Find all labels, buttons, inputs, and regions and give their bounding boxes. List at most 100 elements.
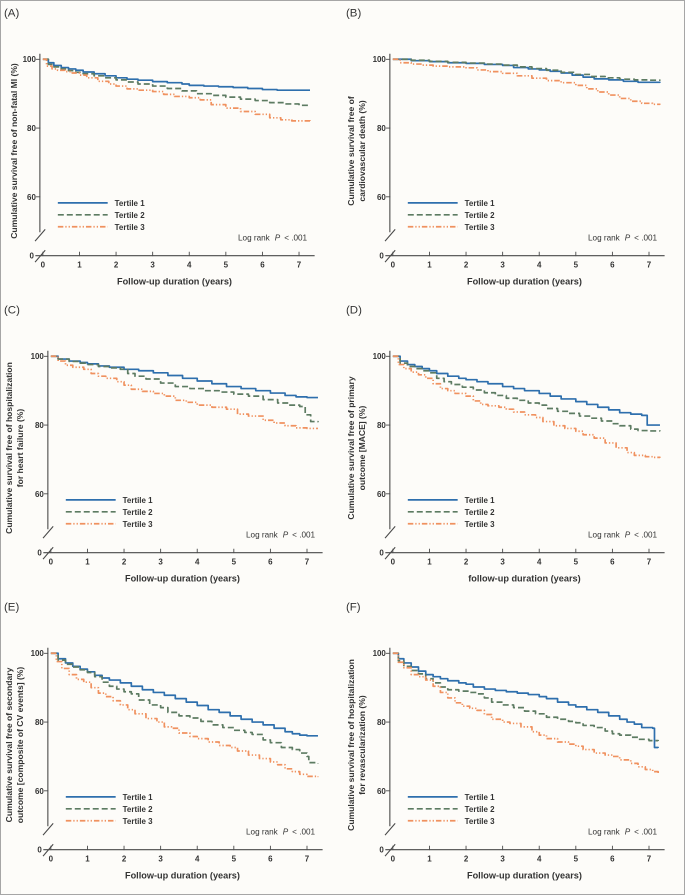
plot-area: 100 80 60 0 0 1 2 3 4 5 6 7 Follow-up du… — [31, 647, 323, 881]
x-axis-title: Follow-up duration (years) — [117, 277, 232, 287]
x-tick-2: 2 — [463, 261, 468, 270]
x-tick-0: 0 — [49, 855, 54, 864]
y-tick-0: 0 — [37, 846, 42, 855]
legend-label-tertile-1: Tertile 1 — [123, 496, 154, 505]
tertile-2-curve — [392, 58, 661, 82]
legend-label-tertile-2: Tertile 2 — [123, 805, 154, 814]
y-tick-0: 0 — [37, 549, 42, 558]
axis-break-slashes — [384, 228, 396, 263]
tertile-2-curve — [50, 355, 319, 423]
legend-label-tertile-1: Tertile 1 — [123, 793, 154, 802]
y-tick-100: 100 — [372, 352, 386, 361]
x-axis-title: Follow-up duration (years) — [466, 277, 581, 287]
x-tick-7: 7 — [305, 558, 310, 567]
x-tick-2: 2 — [463, 558, 468, 567]
x-tick-0: 0 — [41, 261, 46, 270]
y-axis-title-line2: cardiovascular death (%) — [356, 100, 366, 202]
y-axis-title-line2: outcome [composite of CV events] (%) — [15, 667, 25, 824]
x-tick-1: 1 — [77, 261, 82, 270]
legend-label-tertile-3: Tertile 3 — [464, 520, 495, 529]
km-panel: (C) Cumulative survival free of hospital… — [1, 298, 342, 595]
km-plot: (A) Cumulative survival free of non-fata… — [4, 7, 315, 287]
legend: Tertile 1 Tertile 2 Tertile 3 — [57, 199, 146, 232]
legend-label-tertile-3: Tertile 3 — [464, 223, 495, 232]
y-tick-100: 100 — [31, 649, 45, 658]
x-tick-3: 3 — [500, 558, 505, 567]
x-tick-6: 6 — [610, 558, 615, 567]
log-rank-annotation: Log rank P < .001 — [587, 531, 657, 540]
x-tick-marks — [50, 548, 308, 554]
x-tick-6: 6 — [610, 261, 615, 270]
x-tick-4: 4 — [187, 261, 192, 270]
y-tick-0: 0 — [379, 846, 384, 855]
x-tick-4: 4 — [537, 558, 542, 567]
tertile-3-curve — [42, 58, 311, 122]
panel-letter: (A) — [4, 7, 19, 19]
y-tick-80: 80 — [376, 718, 385, 727]
km-panel: (A) Cumulative survival free of non-fata… — [1, 1, 342, 298]
log-rank-value: < .001 — [634, 234, 657, 243]
log-rank-value: < .001 — [292, 531, 315, 540]
legend-label-tertile-1: Tertile 1 — [464, 793, 495, 802]
y-axis-title-line1: Cumulative survival free of primary — [345, 376, 355, 519]
y-axis-title-line2: for revascularization (%) — [356, 695, 366, 795]
plot-area: 100 80 60 0 0 1 2 3 4 5 6 7 Follow-up du… — [31, 350, 323, 584]
x-tick-7: 7 — [646, 261, 651, 270]
legend-label-tertile-3: Tertile 3 — [115, 223, 146, 232]
x-tick-3: 3 — [500, 261, 505, 270]
plot-area: 100 80 60 0 0 1 2 3 4 5 6 7 follow-up du… — [372, 350, 665, 584]
y-tick-100: 100 — [31, 352, 45, 361]
x-tick-4: 4 — [537, 855, 542, 864]
plot-area: 100 80 60 0 0 1 2 3 4 5 6 7 Follow-up du… — [372, 53, 665, 287]
x-tick-2: 2 — [463, 855, 468, 864]
log-rank-p-symbol: P — [275, 234, 281, 243]
tertile-3-curve — [392, 58, 661, 106]
tertile-2-curve — [392, 355, 661, 432]
x-tick-3: 3 — [158, 558, 163, 567]
km-panel: (B) Cumulative survival free of cardiova… — [343, 1, 684, 298]
km-plot: (E) Cumulative survival free of secondar… — [4, 601, 323, 881]
legend-label-tertile-2: Tertile 2 — [464, 211, 495, 220]
tertile-1-curve — [50, 355, 318, 399]
legend: Tertile 1 Tertile 2 Tertile 3 — [407, 793, 495, 826]
log-rank-prefix: Log rank — [587, 234, 620, 243]
y-tick-60: 60 — [376, 787, 385, 796]
log-rank-annotation: Log rank P < .001 — [246, 828, 316, 837]
log-rank-annotation: Log rank P < .001 — [246, 531, 316, 540]
axis-break-slashes — [384, 822, 396, 857]
legend-label-tertile-3: Tertile 3 — [464, 817, 495, 826]
legend-label-tertile-1: Tertile 1 — [115, 199, 146, 208]
y-tick-0: 0 — [29, 252, 34, 261]
tertile-1-curve — [42, 58, 310, 92]
y-tick-100: 100 — [372, 649, 386, 658]
x-tick-1: 1 — [427, 558, 432, 567]
y-axis-title-line1: Cumulative survival free of secondary — [4, 667, 14, 822]
y-tick-60: 60 — [35, 787, 44, 796]
x-tick-0: 0 — [390, 855, 395, 864]
log-rank-prefix: Log rank — [246, 531, 279, 540]
x-tick-4: 4 — [537, 261, 542, 270]
legend: Tertile 1 Tertile 2 Tertile 3 — [407, 199, 495, 232]
panel-letter: (E) — [4, 601, 19, 613]
y-tick-60: 60 — [35, 490, 44, 499]
x-tick-1: 1 — [85, 558, 90, 567]
x-tick-marks — [42, 251, 300, 257]
x-tick-5: 5 — [224, 261, 229, 270]
x-tick-2: 2 — [122, 558, 127, 567]
log-rank-p-symbol: P — [283, 828, 289, 837]
tertile-3-curve — [392, 652, 659, 774]
legend-label-tertile-2: Tertile 2 — [115, 211, 146, 220]
legend-label-tertile-2: Tertile 2 — [464, 508, 495, 517]
log-rank-value: < .001 — [634, 531, 657, 540]
x-tick-5: 5 — [573, 261, 578, 270]
tertile-1-curve — [392, 652, 659, 749]
y-tick-marks — [35, 58, 41, 198]
x-tick-3: 3 — [158, 855, 163, 864]
y-axis-title-line1: Cumulative survival free of — [345, 96, 355, 206]
km-panel: (F) Cumulative survival free of hospital… — [343, 595, 684, 892]
x-tick-7: 7 — [646, 855, 651, 864]
tertile-3-curve — [50, 355, 318, 430]
log-rank-p-symbol: P — [624, 531, 630, 540]
y-tick-marks — [385, 58, 390, 198]
